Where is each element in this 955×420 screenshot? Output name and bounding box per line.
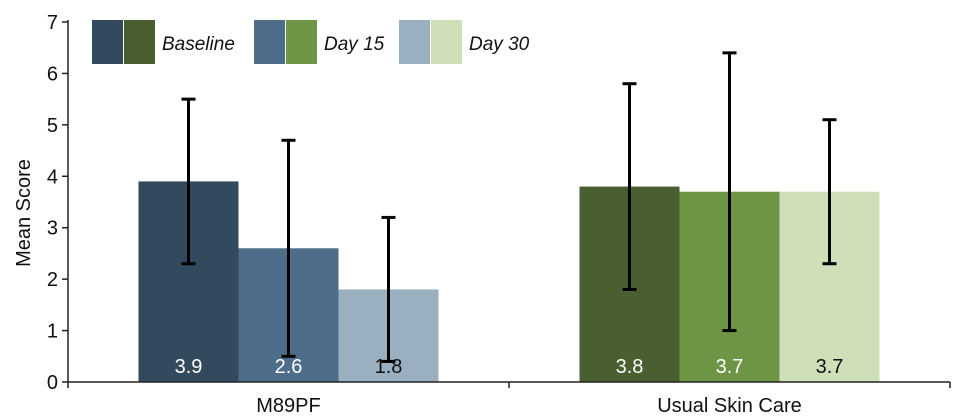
legend-swatch-0-1 [124,20,155,64]
y-tick-label-3: 3 [47,218,58,240]
y-tick-label-7: 7 [47,12,58,34]
y-tick-label-4: 4 [47,166,58,188]
data-label-1-2: 3.7 [816,356,844,378]
data-label-0-1: 2.6 [275,356,303,378]
axes: 0 1 2 3 4 5 6 7 M89PF Usual Skin Care [47,12,951,417]
legend-swatch-2-0 [399,20,430,64]
data-label-1-0: 3.8 [616,356,644,378]
y-tick-label-0: 0 [47,372,58,394]
y-tick-label-5: 5 [47,115,58,137]
legend-label-0: Baseline [162,34,235,55]
legend-swatch-1-1 [286,20,317,64]
y-tick-label-2: 2 [47,269,58,291]
data-label-0-2: 1.8 [375,356,403,378]
data-label-0-0: 3.9 [175,356,203,378]
x-category-label-1: Usual Skin Care [657,395,802,417]
legend-swatch-1-0 [254,20,285,64]
bars [138,181,880,382]
y-axis-title-wrap: Mean Score [13,159,35,267]
legend: Baseline Day 15 Day 30 [92,20,530,64]
legend-label-2: Day 30 [469,34,530,55]
data-labels: 3.9 2.6 1.8 3.8 3.7 3.7 [175,356,844,378]
y-axis-title: Mean Score [13,159,35,267]
legend-label-1: Day 15 [324,34,385,55]
x-category-label-0: M89PF [256,395,320,417]
data-label-1-1: 3.7 [716,356,744,378]
error-bars [181,51,837,363]
y-tick-label-1: 1 [47,321,58,343]
legend-swatch-2-1 [431,20,462,64]
legend-swatch-0-0 [92,20,123,64]
y-tick-label-6: 6 [47,63,58,85]
